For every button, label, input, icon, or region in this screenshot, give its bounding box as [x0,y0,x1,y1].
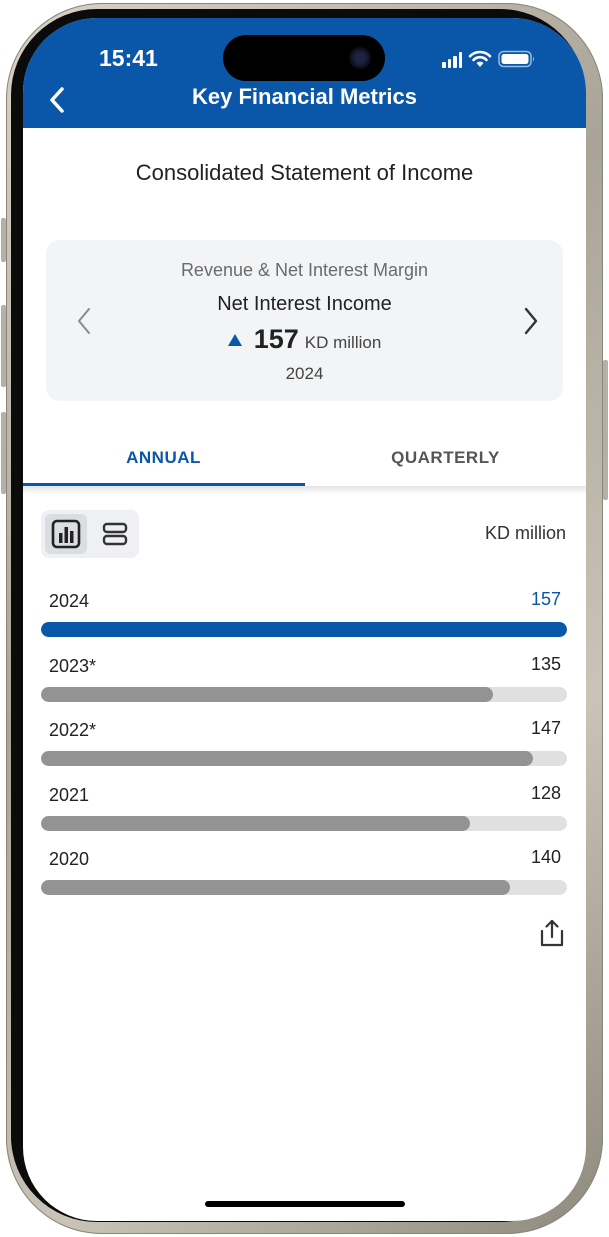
status-time: 15:41 [99,45,158,71]
volume-up-button [1,305,6,387]
camera-icon [349,47,371,69]
signal-icon [442,52,462,68]
bar-row[interactable]: 2020 140 [41,847,567,905]
bar-track [41,880,567,896]
bar-value-label: 135 [530,653,561,674]
tabs-divider [23,486,586,494]
previous-metric-button[interactable] [74,306,96,336]
power-button [603,360,608,500]
bar-row[interactable]: 2024 157 [41,589,567,647]
metric-year: 2024 [285,364,324,383]
chevron-left-icon [50,87,64,113]
chevron-right-icon [524,307,538,335]
share-button[interactable] [538,918,566,948]
metric-unit: KD million [304,333,382,352]
bar-year-label: 2020 [49,849,90,870]
chevron-left-icon [78,308,90,334]
statement-title: Consolidated Statement of Income [135,160,474,185]
back-button[interactable] [43,82,75,118]
list-icon [102,522,128,546]
app-header: 15:41 Key Financial Metrics [23,18,586,128]
page-title: Key Financial Metrics [192,84,417,109]
bar-value-label: 128 [530,782,561,803]
list-view-button[interactable] [95,514,135,554]
bar-track [41,622,567,637]
tab-quarterly[interactable]: QUARTERLY [391,448,500,467]
view-toggle [41,510,139,558]
metric-category: Revenue & Net Interest Margin [180,260,429,280]
bar-fill [41,880,510,896]
bar-fill [41,686,493,702]
bar-year-label: 2023* [49,655,97,676]
bar-value-label: 147 [530,718,561,739]
bar-track [41,686,567,702]
status-icons [442,48,536,68]
tab-annual[interactable]: ANNUAL [126,448,201,467]
bar-fill [41,751,533,767]
period-tabs: ANNUAL QUARTERLY [23,430,586,486]
metric-name: Net Interest Income [217,293,392,315]
share-icon [540,919,564,947]
dynamic-island [223,35,385,81]
volume-down-button [1,412,6,494]
bar-fill [41,815,470,831]
bar-year-label: 2024 [49,591,90,611]
metric-value-row: 157 KD million [46,324,563,355]
chart-view-button[interactable] [45,514,87,554]
trend-up-icon [227,333,242,346]
bar-chart-icon [51,519,81,549]
bar-value-label: 157 [530,589,561,609]
bar-track [41,751,567,767]
bar-year-label: 2021 [49,784,90,805]
mute-switch [1,218,6,262]
bar-row[interactable]: 2023* 135 [41,653,567,712]
bar-fill [41,622,567,637]
battery-icon [498,50,534,68]
bar-track [41,815,567,831]
wifi-icon [468,50,492,67]
bar-row[interactable]: 2021 128 [41,782,567,841]
units-label: KD million [484,523,566,543]
next-metric-button[interactable] [519,306,541,336]
metric-card: Revenue & Net Interest Margin Net Intere… [46,240,563,401]
home-indicator[interactable] [205,1201,405,1207]
metric-value: 157 [253,324,299,354]
bar-year-label: 2022* [49,720,97,741]
screen: 15:41 Key Financial Metrics Consolida [23,18,586,1221]
active-tab-indicator [23,483,305,486]
bar-row[interactable]: 2022* 147 [41,718,567,776]
bar-value-label: 140 [530,847,561,868]
